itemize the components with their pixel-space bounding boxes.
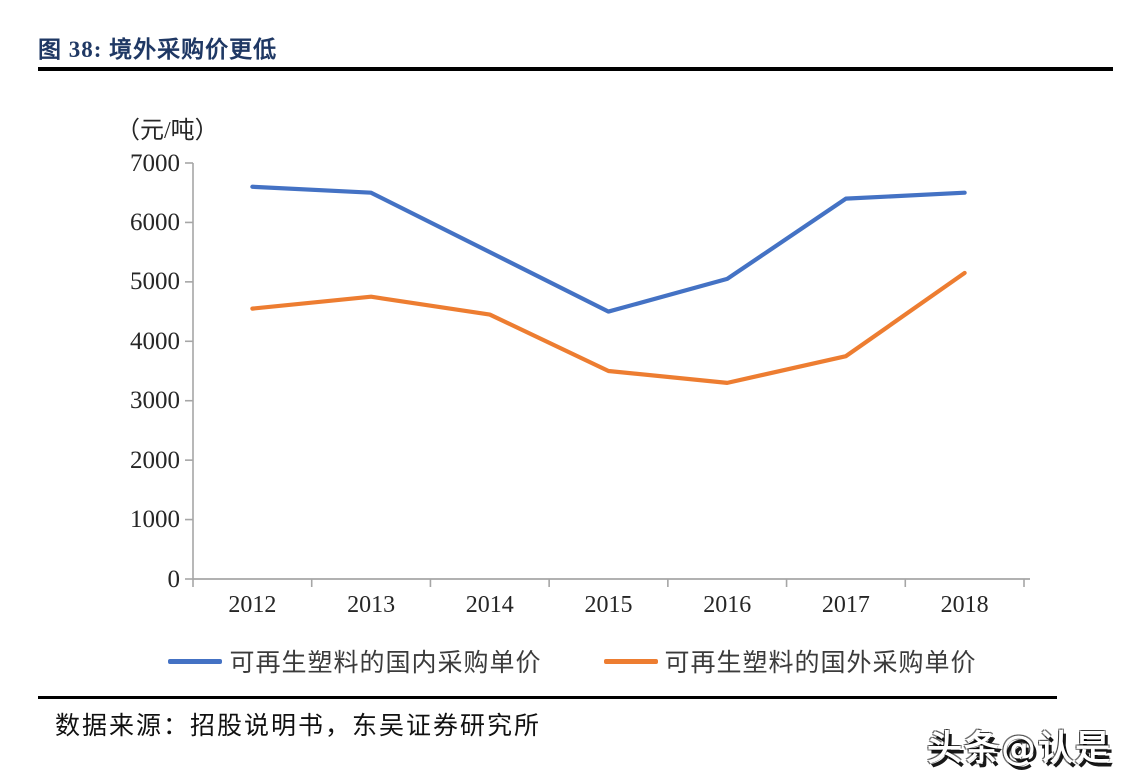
x-tick-label: 2012 — [228, 592, 277, 618]
data-source-note: 数据来源：招股说明书，东吴证券研究所 — [55, 713, 542, 740]
x-tick-label: 2013 — [347, 592, 396, 618]
y-tick-label: 3000 — [130, 387, 180, 415]
x-tick-label: 2014 — [465, 592, 514, 618]
legend-swatch — [168, 658, 223, 664]
y-axis-unit-label: （元/吨） — [116, 118, 219, 144]
legend-swatch — [603, 658, 658, 664]
x-tick-label: 2015 — [584, 592, 633, 618]
legend-item: 可再生塑料的国外采购单价 — [603, 643, 977, 679]
y-tick-label: 4000 — [130, 327, 180, 355]
chart-legend: 可再生塑料的国内采购单价 可再生塑料的国外采购单价 — [0, 643, 1145, 679]
y-tick-label: 0 — [167, 565, 181, 593]
y-tick-label: 7000 — [130, 149, 180, 177]
y-tick-label: 6000 — [130, 208, 180, 236]
x-tick-label: 2018 — [940, 592, 989, 618]
y-tick-label: 5000 — [130, 268, 180, 296]
title-divider-rule — [38, 67, 1113, 71]
x-tick-label: 2017 — [821, 592, 870, 618]
series-line — [250, 270, 967, 385]
y-tick-label: 1000 — [130, 506, 180, 534]
series-line — [250, 184, 967, 314]
y-tick-label: 2000 — [130, 446, 180, 474]
watermark: 头条@认是 — [926, 729, 1112, 769]
legend-label: 可再生塑料的国内采购单价 — [229, 650, 542, 677]
legend-item: 可再生塑料的国内采购单价 — [168, 643, 541, 679]
x-tick-label: 2016 — [703, 592, 752, 618]
footer-divider-rule — [38, 696, 1057, 699]
legend-label: 可再生塑料的国外采购单价 — [664, 650, 977, 677]
figure-title: 图 38: 境外采购价更低 — [38, 37, 278, 62]
